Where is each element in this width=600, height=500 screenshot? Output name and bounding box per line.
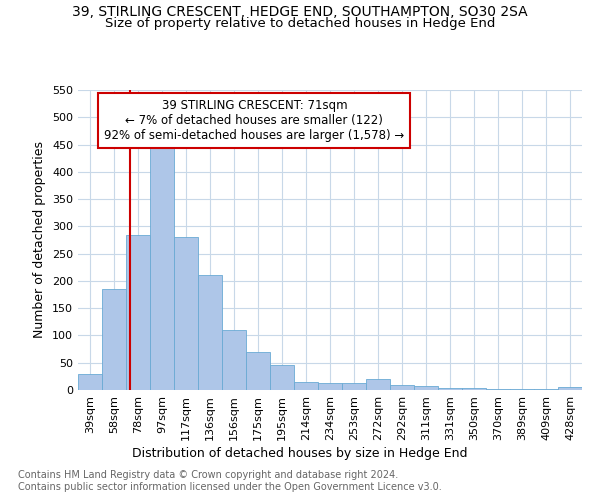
Y-axis label: Number of detached properties: Number of detached properties	[34, 142, 46, 338]
Bar	[366, 379, 390, 390]
Bar	[342, 383, 366, 390]
Bar	[534, 389, 558, 390]
Bar	[558, 388, 582, 390]
Bar	[294, 382, 318, 390]
Bar	[150, 144, 174, 390]
Bar	[414, 386, 438, 390]
Bar	[438, 388, 462, 390]
Bar	[270, 366, 294, 390]
Bar	[126, 234, 150, 390]
Bar	[174, 238, 198, 390]
Text: Distribution of detached houses by size in Hedge End: Distribution of detached houses by size …	[132, 448, 468, 460]
Bar	[246, 352, 270, 390]
Bar	[390, 384, 414, 390]
Bar	[510, 389, 534, 390]
Text: 39 STIRLING CRESCENT: 71sqm
← 7% of detached houses are smaller (122)
92% of sem: 39 STIRLING CRESCENT: 71sqm ← 7% of deta…	[104, 99, 404, 142]
Bar	[222, 330, 246, 390]
Text: Contains HM Land Registry data © Crown copyright and database right 2024.
Contai: Contains HM Land Registry data © Crown c…	[18, 470, 442, 492]
Bar	[102, 289, 126, 390]
Text: Size of property relative to detached houses in Hedge End: Size of property relative to detached ho…	[105, 17, 495, 30]
Bar	[78, 374, 102, 390]
Bar	[198, 276, 222, 390]
Text: 39, STIRLING CRESCENT, HEDGE END, SOUTHAMPTON, SO30 2SA: 39, STIRLING CRESCENT, HEDGE END, SOUTHA…	[72, 5, 528, 19]
Bar	[318, 383, 342, 390]
Bar	[462, 388, 486, 390]
Bar	[486, 389, 510, 390]
